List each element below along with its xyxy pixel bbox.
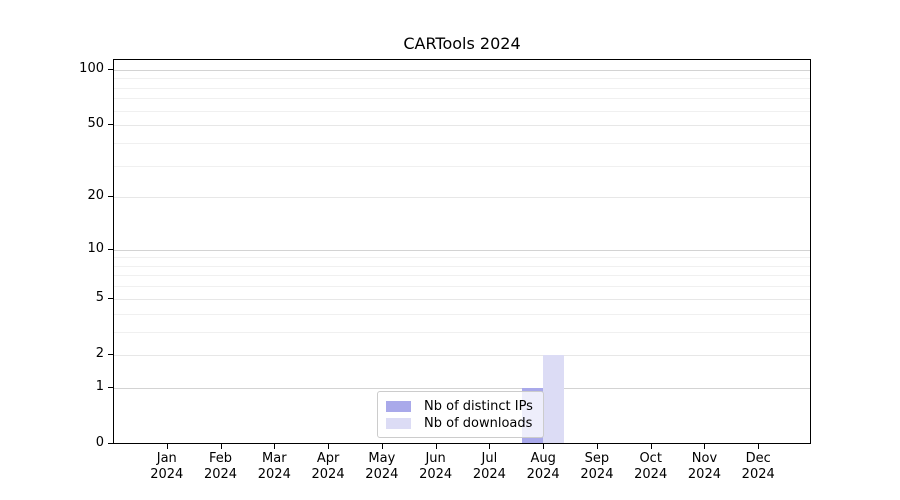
gridline-y-9 xyxy=(114,257,810,259)
gridline-y-60 xyxy=(114,110,810,112)
y-tick-label-10: 10 xyxy=(87,240,104,256)
legend-swatch-distinct-ips xyxy=(386,400,411,412)
y-tick-label-20: 20 xyxy=(87,188,104,204)
x-tick-mark-may xyxy=(381,444,383,449)
x-tick-label-may: May 2024 xyxy=(365,451,399,482)
x-tick-mark-dec xyxy=(758,444,760,449)
y-tick-mark-5 xyxy=(108,297,113,299)
x-tick-mark-oct xyxy=(650,444,652,449)
x-tick-label-apr: Apr 2024 xyxy=(311,451,345,482)
x-tick-label-mar: Mar 2024 xyxy=(257,451,291,482)
plot-area xyxy=(113,59,811,444)
y-tick-mark-100 xyxy=(108,68,113,70)
y-tick-mark-50 xyxy=(108,124,113,126)
x-tick-label-jul: Jul 2024 xyxy=(472,451,506,482)
y-tick-label-0: 0 xyxy=(95,435,104,450)
gridline-y-90 xyxy=(114,78,810,80)
y-tick-mark-20 xyxy=(108,196,113,198)
chart-title: CARTools 2024 xyxy=(403,34,521,53)
gridline-y-5 xyxy=(114,298,810,300)
gridline-y-80 xyxy=(114,87,810,89)
x-tick-label-jun: Jun 2024 xyxy=(419,451,453,482)
x-tick-label-feb: Feb 2024 xyxy=(203,451,238,482)
x-tick-mark-jan xyxy=(166,444,168,449)
x-tick-mark-sep xyxy=(596,444,598,449)
x-tick-mark-mar xyxy=(274,444,276,449)
x-tick-label-aug: Aug 2024 xyxy=(526,451,560,482)
x-tick-label-sep: Sep 2024 xyxy=(580,451,614,482)
x-tick-mark-feb xyxy=(220,444,222,449)
x-tick-mark-jul xyxy=(489,444,491,449)
gridline-y-3 xyxy=(114,331,810,333)
y-tick-label-5: 5 xyxy=(95,289,104,305)
y-tick-mark-1 xyxy=(108,386,113,388)
legend-item-distinct-ips: Nb of distinct IPs xyxy=(386,398,535,414)
legend-swatch-downloads xyxy=(386,417,411,429)
gridline-y-30 xyxy=(114,165,810,167)
gridline-y-7 xyxy=(114,275,810,277)
gridline-y-70 xyxy=(114,98,810,100)
x-tick-label-jan: Jan 2024 xyxy=(150,451,184,482)
legend-box: Nb of distinct IPs Nb of downloads xyxy=(377,391,544,438)
x-tick-mark-aug xyxy=(543,444,545,449)
legend-label-downloads: Nb of downloads xyxy=(424,415,533,431)
x-tick-label-oct: Oct 2024 xyxy=(634,451,668,482)
y-tick-label-1: 1 xyxy=(95,378,104,394)
legend-label-distinct-ips: Nb of distinct IPs xyxy=(424,398,533,414)
gridline-y-10 xyxy=(114,249,810,251)
gridline-y-40 xyxy=(114,142,810,144)
gridline-y-50 xyxy=(114,125,810,127)
y-tick-mark-0 xyxy=(108,443,113,444)
legend-item-downloads: Nb of downloads xyxy=(386,415,535,431)
y-tick-label-2: 2 xyxy=(95,345,104,361)
x-tick-mark-apr xyxy=(328,444,330,449)
y-tick-mark-2 xyxy=(108,353,113,355)
gridline-y-20 xyxy=(114,197,810,199)
gridline-y-6 xyxy=(114,286,810,288)
gridline-y-1 xyxy=(114,387,810,389)
x-tick-mark-jun xyxy=(435,444,437,449)
y-tick-mark-10 xyxy=(108,248,113,250)
bar-aug-series1 xyxy=(543,354,565,443)
gridline-y-4 xyxy=(114,313,810,315)
gridline-y-100 xyxy=(114,69,810,71)
gridline-y-2 xyxy=(114,354,810,356)
x-tick-label-dec: Dec 2024 xyxy=(741,451,775,482)
gridline-y-8 xyxy=(114,265,810,267)
y-tick-label-50: 50 xyxy=(87,116,104,132)
y-tick-label-100: 100 xyxy=(79,60,104,76)
x-tick-mark-nov xyxy=(704,444,706,449)
x-tick-label-nov: Nov 2024 xyxy=(687,451,721,482)
